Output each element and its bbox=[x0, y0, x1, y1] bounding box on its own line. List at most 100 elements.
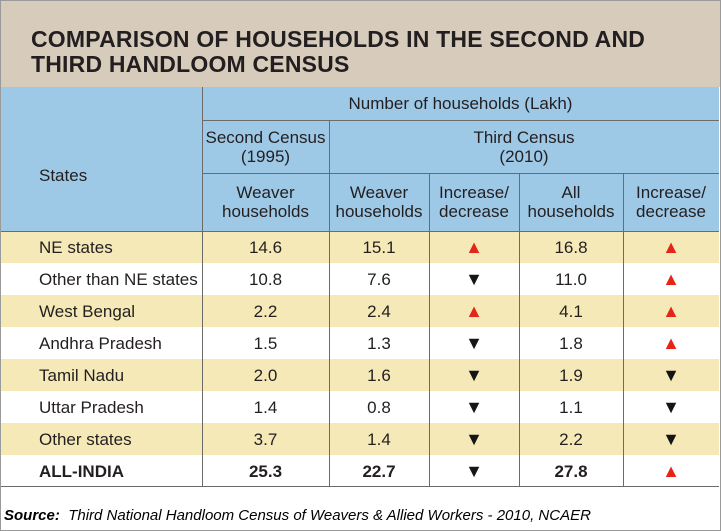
source-label: Source: bbox=[4, 507, 60, 524]
header-background bbox=[1, 87, 719, 231]
decrease-triangle-icon: ▼ bbox=[623, 391, 719, 423]
header-weaver-2010-text: Weaver households bbox=[335, 183, 423, 221]
row-weaver-2010-text: 1.6 bbox=[367, 365, 391, 385]
row-weaver-1995: 14.6 bbox=[202, 231, 329, 263]
header-all-households-text: All households bbox=[527, 183, 615, 221]
table-row bbox=[1, 455, 719, 487]
row-state-text: Other states bbox=[39, 429, 132, 449]
row-weaver-1995: 3.7 bbox=[202, 423, 329, 455]
header-third-census: Third Census (2010) bbox=[329, 120, 719, 173]
row-all-2010-text: 4.1 bbox=[559, 301, 583, 321]
row-all-2010: 27.8 bbox=[519, 455, 623, 487]
increase-triangle-icon-text: ▲ bbox=[465, 237, 483, 257]
table-row bbox=[1, 391, 719, 423]
decrease-triangle-icon-text: ▼ bbox=[662, 397, 680, 417]
row-all-2010-text: 1.9 bbox=[559, 365, 583, 385]
decrease-triangle-icon-text: ▼ bbox=[465, 429, 483, 449]
decrease-triangle-icon: ▼ bbox=[429, 455, 519, 487]
row-weaver-1995-text: 1.4 bbox=[253, 397, 278, 417]
header-increase-decrease-1: Increase/ decrease bbox=[429, 173, 519, 231]
row-weaver-2010: 7.6 bbox=[329, 263, 429, 295]
gridline-horizontal bbox=[1, 486, 719, 487]
table-row bbox=[1, 327, 719, 359]
row-all-2010: 4.1 bbox=[519, 295, 623, 327]
increase-triangle-icon-text: ▲ bbox=[662, 301, 680, 321]
row-weaver-2010: 1.3 bbox=[329, 327, 429, 359]
row-weaver-1995-text: 2.0 bbox=[253, 365, 278, 385]
row-weaver-1995: 2.0 bbox=[202, 359, 329, 391]
row-weaver-1995-text: 25.3 bbox=[248, 461, 283, 481]
decrease-triangle-icon-text: ▼ bbox=[662, 429, 680, 449]
increase-triangle-icon: ▲ bbox=[623, 231, 719, 263]
header-all-households: All households bbox=[519, 173, 623, 231]
title-line-1: COMPARISON OF HOUSEHOLDS IN THE SECOND A… bbox=[31, 26, 646, 52]
header-weaver-1995: Weaver households bbox=[202, 173, 329, 231]
row-state: NE states bbox=[1, 231, 202, 263]
row-weaver-2010-text: 15.1 bbox=[362, 237, 396, 257]
row-weaver-2010: 1.6 bbox=[329, 359, 429, 391]
header-group-label-text: Number of households (Lakh) bbox=[348, 94, 573, 113]
header-states: States bbox=[1, 120, 202, 231]
row-all-2010: 16.8 bbox=[519, 231, 623, 263]
decrease-triangle-icon: ▼ bbox=[623, 423, 719, 455]
source-note: Source: Third National Handloom Census o… bbox=[4, 507, 591, 524]
row-weaver-1995: 25.3 bbox=[202, 455, 329, 487]
decrease-triangle-icon-text: ▼ bbox=[662, 365, 680, 385]
table-row bbox=[1, 231, 719, 263]
header-increase-decrease-2: Increase/ decrease bbox=[623, 173, 719, 231]
gridline-vertical bbox=[519, 173, 520, 487]
increase-triangle-icon: ▲ bbox=[429, 231, 519, 263]
decrease-triangle-icon-text: ▼ bbox=[465, 461, 483, 481]
row-weaver-2010-text: 2.4 bbox=[367, 301, 391, 321]
row-state: ALL-INDIA bbox=[1, 455, 202, 487]
increase-triangle-icon-text: ▲ bbox=[662, 461, 680, 481]
row-state-text: Other than NE states bbox=[39, 269, 198, 289]
increase-triangle-icon-text: ▲ bbox=[662, 333, 680, 353]
gridline-horizontal bbox=[1, 231, 719, 232]
row-weaver-2010-text: 22.7 bbox=[362, 461, 396, 481]
table-row bbox=[1, 295, 719, 327]
decrease-triangle-icon: ▼ bbox=[429, 359, 519, 391]
header-second-census: Second Census (1995) bbox=[202, 120, 329, 173]
row-weaver-1995-text: 2.2 bbox=[253, 301, 278, 321]
row-weaver-2010-text: 7.6 bbox=[367, 269, 391, 289]
header-weaver-2010: Weaver households bbox=[329, 173, 429, 231]
increase-triangle-icon: ▲ bbox=[623, 327, 719, 359]
increase-triangle-icon: ▲ bbox=[623, 295, 719, 327]
row-all-2010-text: 27.8 bbox=[554, 461, 588, 481]
row-state: Andhra Pradesh bbox=[1, 327, 202, 359]
row-state: West Bengal bbox=[1, 295, 202, 327]
decrease-triangle-icon: ▼ bbox=[429, 391, 519, 423]
row-all-2010-text: 1.1 bbox=[559, 397, 583, 417]
increase-triangle-icon-text: ▲ bbox=[465, 301, 483, 321]
row-all-2010-text: 16.8 bbox=[554, 237, 588, 257]
decrease-triangle-icon-text: ▼ bbox=[465, 333, 483, 353]
row-state: Uttar Pradesh bbox=[1, 391, 202, 423]
increase-triangle-icon: ▲ bbox=[623, 263, 719, 295]
row-state-text: West Bengal bbox=[39, 301, 136, 321]
row-all-2010: 2.2 bbox=[519, 423, 623, 455]
row-all-2010-text: 1.8 bbox=[559, 333, 583, 353]
census-table: Number of households (Lakh) Second Census… bbox=[1, 87, 720, 488]
row-weaver-2010-text: 1.4 bbox=[367, 429, 391, 449]
row-weaver-1995: 1.5 bbox=[202, 327, 329, 359]
row-weaver-2010: 0.8 bbox=[329, 391, 429, 423]
gridline-vertical bbox=[202, 87, 203, 487]
row-weaver-1995: 10.8 bbox=[202, 263, 329, 295]
decrease-triangle-icon: ▼ bbox=[623, 359, 719, 391]
row-all-2010: 1.8 bbox=[519, 327, 623, 359]
row-weaver-2010-text: 0.8 bbox=[367, 397, 391, 417]
increase-triangle-icon: ▲ bbox=[623, 455, 719, 487]
row-weaver-1995-text: 3.7 bbox=[253, 429, 278, 449]
table-row bbox=[1, 263, 719, 295]
table-title: COMPARISON OF HOUSEHOLDS IN THE SECOND A… bbox=[31, 27, 671, 77]
decrease-triangle-icon: ▼ bbox=[429, 423, 519, 455]
row-state: Other than NE states bbox=[1, 263, 202, 295]
row-state-text: Tamil Nadu bbox=[39, 365, 125, 385]
row-all-2010: 1.1 bbox=[519, 391, 623, 423]
increase-triangle-icon-text: ▲ bbox=[662, 237, 680, 257]
header-group-label: Number of households (Lakh) bbox=[202, 87, 719, 120]
row-weaver-2010: 15.1 bbox=[329, 231, 429, 263]
table-row bbox=[1, 359, 719, 391]
title-line-2: THIRD HANDLOOM CENSUS bbox=[31, 51, 350, 77]
